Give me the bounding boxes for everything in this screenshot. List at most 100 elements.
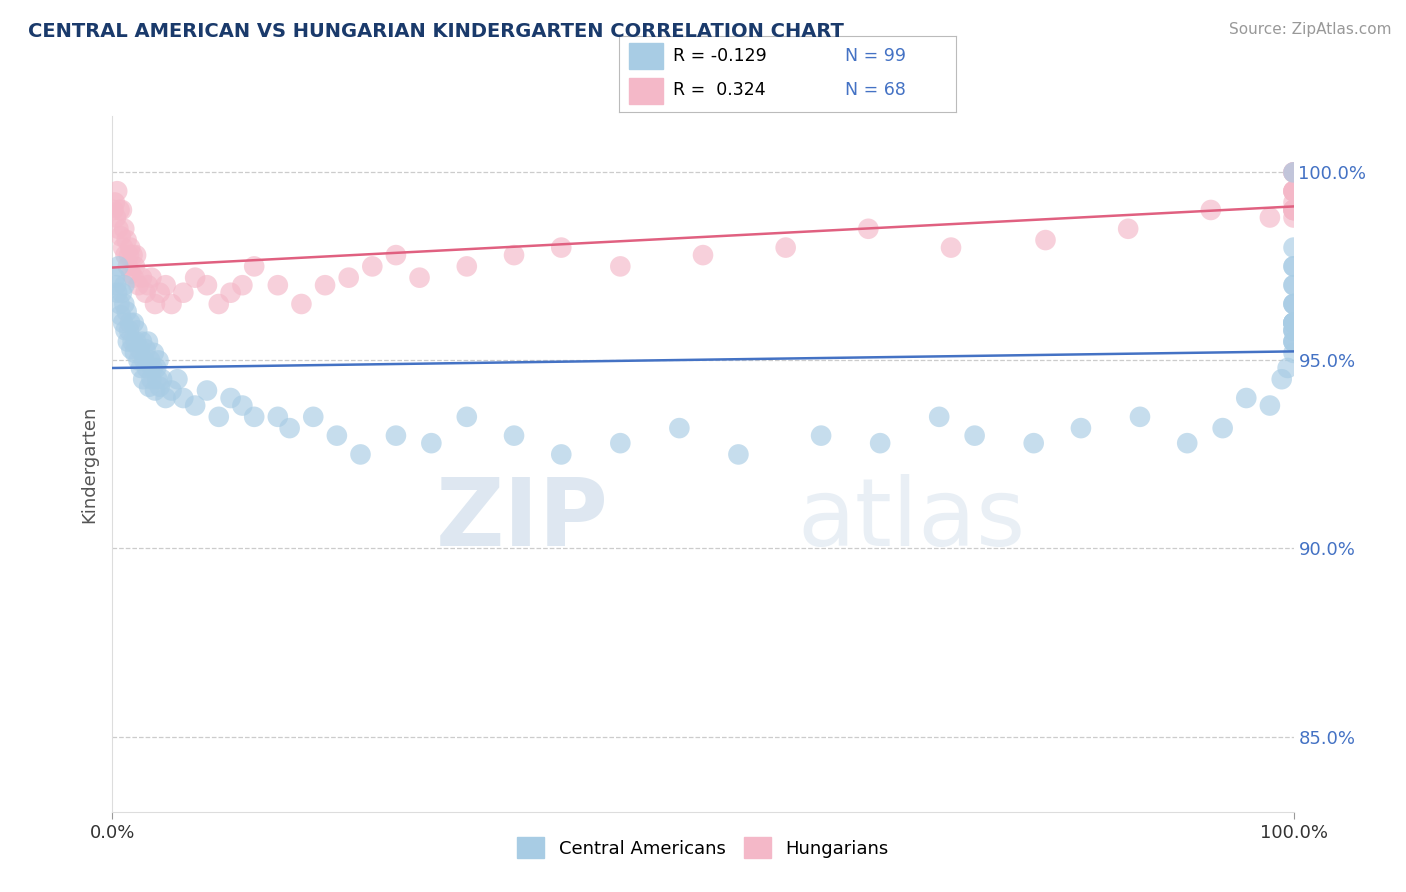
- Point: [160, 297, 183, 311]
- Point: [1282, 323, 1305, 337]
- Point: [142, 360, 165, 375]
- Point: [1282, 346, 1305, 360]
- Point: [145, 360, 167, 375]
- Point: [337, 270, 360, 285]
- Point: [1212, 421, 1234, 435]
- Point: [1282, 165, 1305, 179]
- Point: [963, 428, 986, 442]
- Bar: [628, 78, 662, 104]
- Point: [128, 342, 150, 356]
- Point: [456, 260, 478, 274]
- Point: [127, 323, 149, 337]
- Point: [1234, 391, 1257, 405]
- Point: [103, 202, 125, 217]
- Point: [231, 278, 253, 293]
- Point: [1282, 316, 1305, 330]
- Text: ZIP: ZIP: [436, 474, 609, 566]
- Point: [122, 316, 145, 330]
- Point: [148, 353, 170, 368]
- Point: [1282, 323, 1305, 337]
- Point: [1282, 316, 1305, 330]
- Point: [108, 202, 131, 217]
- Point: [503, 428, 526, 442]
- Point: [121, 334, 143, 349]
- Point: [155, 391, 177, 405]
- Point: [166, 372, 188, 386]
- Point: [125, 334, 148, 349]
- Point: [1282, 316, 1305, 330]
- Point: [105, 278, 128, 293]
- Point: [408, 270, 430, 285]
- Point: [302, 409, 325, 424]
- Point: [609, 260, 631, 274]
- Point: [118, 323, 141, 337]
- Point: [146, 372, 169, 386]
- Point: [869, 436, 891, 450]
- Point: [132, 372, 155, 386]
- Point: [1258, 211, 1281, 225]
- Point: [107, 221, 129, 235]
- Point: [692, 248, 714, 262]
- Point: [775, 241, 797, 255]
- Point: [219, 391, 242, 405]
- Point: [668, 421, 690, 435]
- Point: [118, 248, 141, 262]
- Point: [131, 334, 153, 349]
- Point: [1282, 202, 1305, 217]
- Point: [1282, 202, 1305, 217]
- Point: [120, 342, 142, 356]
- Point: [139, 353, 162, 368]
- Point: [361, 260, 384, 274]
- Point: [1258, 399, 1281, 413]
- Point: [134, 353, 156, 368]
- Point: [1116, 221, 1139, 235]
- Point: [122, 270, 145, 285]
- Point: [184, 399, 207, 413]
- Point: [420, 436, 443, 450]
- Point: [114, 248, 136, 262]
- Point: [111, 285, 134, 300]
- Point: [143, 297, 166, 311]
- Point: [1035, 233, 1057, 247]
- Point: [858, 221, 880, 235]
- Point: [550, 447, 572, 461]
- Point: [135, 285, 157, 300]
- Point: [110, 308, 132, 322]
- Point: [267, 278, 290, 293]
- Point: [135, 342, 157, 356]
- Point: [127, 278, 149, 293]
- Point: [136, 334, 159, 349]
- Bar: [628, 44, 662, 69]
- Point: [1282, 334, 1305, 349]
- Point: [172, 285, 194, 300]
- Point: [1277, 360, 1299, 375]
- Point: [1282, 260, 1305, 274]
- Text: atlas: atlas: [797, 474, 1026, 566]
- Point: [1282, 165, 1305, 179]
- Point: [127, 353, 149, 368]
- Text: R = -0.129: R = -0.129: [672, 47, 766, 65]
- Point: [1271, 372, 1294, 386]
- Point: [112, 297, 135, 311]
- Point: [195, 384, 218, 398]
- Point: [243, 409, 266, 424]
- Point: [160, 384, 183, 398]
- Point: [1282, 316, 1305, 330]
- Point: [108, 297, 131, 311]
- Point: [1282, 202, 1305, 217]
- Point: [125, 248, 148, 262]
- Point: [112, 221, 135, 235]
- Point: [1282, 278, 1305, 293]
- Point: [314, 278, 336, 293]
- Point: [120, 241, 142, 255]
- Point: [326, 428, 349, 442]
- Point: [456, 409, 478, 424]
- Point: [1282, 297, 1305, 311]
- Point: [928, 409, 950, 424]
- Point: [141, 270, 163, 285]
- Point: [1282, 297, 1305, 311]
- Point: [129, 360, 152, 375]
- Point: [142, 346, 165, 360]
- Point: [104, 195, 127, 210]
- Point: [150, 372, 173, 386]
